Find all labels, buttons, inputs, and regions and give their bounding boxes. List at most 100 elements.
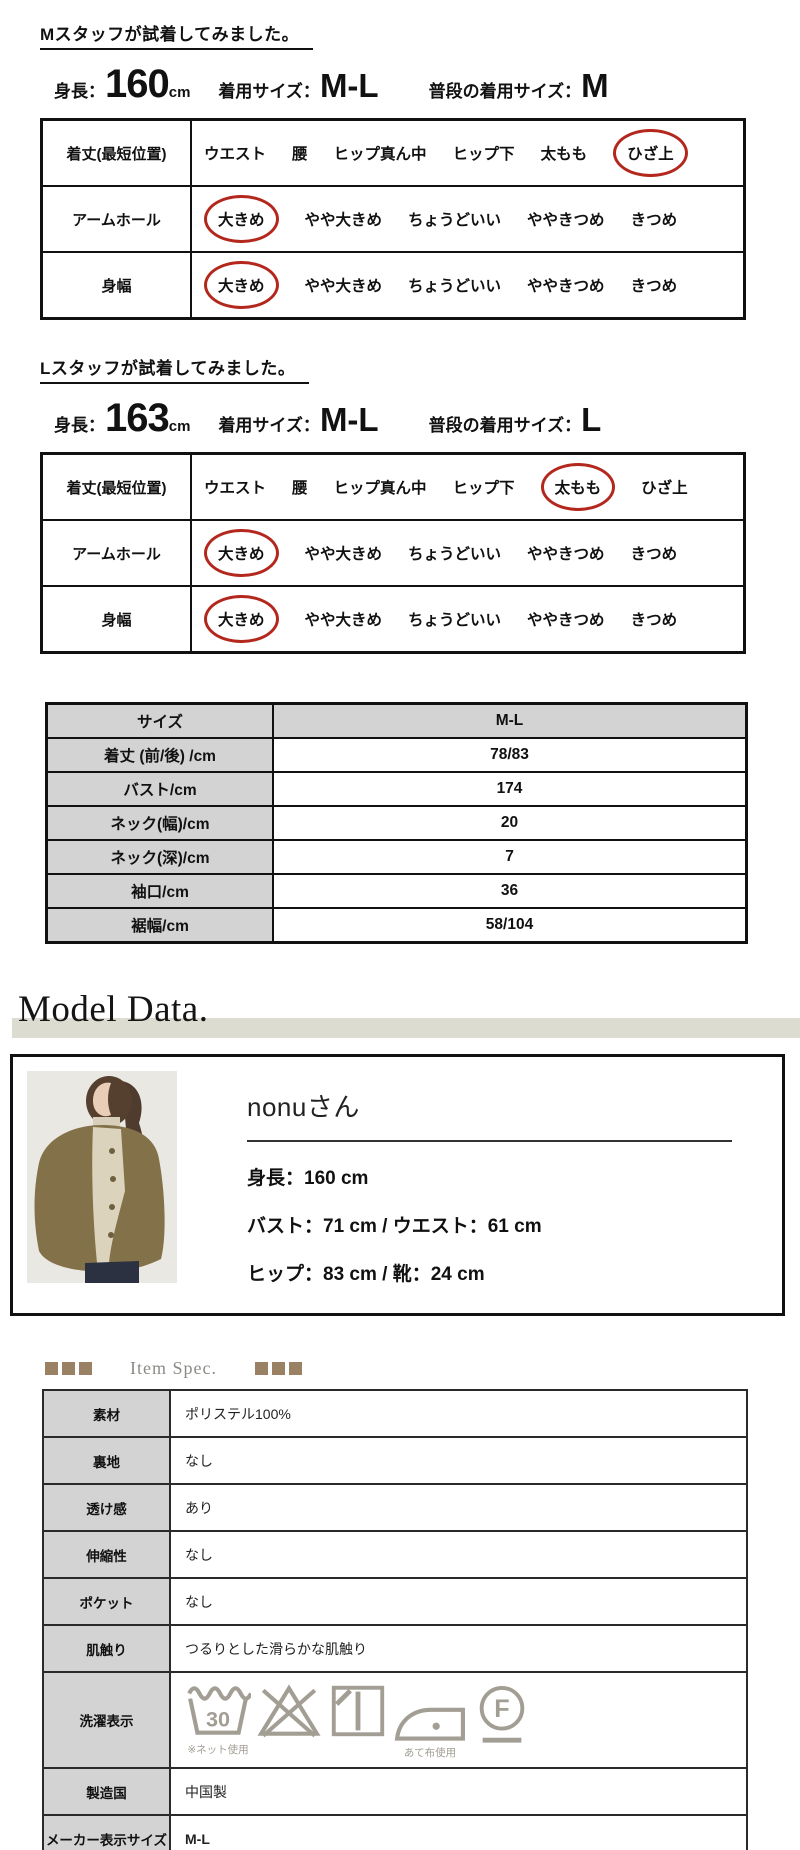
fit-row: アームホール 大きめ やや大きめ ちょうどいい ややきつめ きつめ (40, 519, 746, 587)
spec-row-label: 肌触り (42, 1624, 171, 1673)
height-value: 163 (105, 396, 170, 440)
usual-size-label: 普段の着用サイズ： (428, 416, 582, 435)
size-row: サイズ M-L (45, 702, 748, 739)
fit-option: きつめ (630, 546, 678, 563)
spec-row-label: 伸縮性 (42, 1530, 171, 1579)
fit-option: ヒップ下 (452, 480, 515, 497)
fit-option-selected: 大きめ (204, 195, 279, 243)
spec-row-value: ポリステル100% (169, 1389, 748, 1438)
fit-option: 腰 (292, 480, 308, 497)
svg-text:F: F (494, 1694, 509, 1722)
fit-row-options: 大きめ やや大きめ ちょうどいい ややきつめ きつめ (190, 585, 746, 654)
laundry-note: ※ネット使用 (187, 1743, 249, 1756)
spec-row-label: 素材 (42, 1389, 171, 1438)
fit-row-options: ウエスト 腰 ヒップ真ん中 ヒップ下 太もも ひざ上 (190, 452, 746, 521)
model-hip-shoe: ヒップ：83 cm / 靴：24 cm (247, 1264, 485, 1285)
wear-size-value: M-L (319, 67, 379, 104)
heading-accent-band (12, 1018, 800, 1038)
fit-option: やや大きめ (304, 546, 383, 563)
fit-option-selected: 大きめ (204, 261, 279, 309)
size-row-value: 58/104 (272, 907, 748, 944)
height-unit: cm (168, 418, 191, 435)
spec-row: 肌触り つるりとした滑らかな肌触り (42, 1624, 748, 1673)
squares-left-icon (45, 1362, 92, 1375)
spec-row: 製造国 中国製 (42, 1767, 748, 1816)
spec-row: 透け感 あり (42, 1483, 748, 1532)
fit-option: ちょうどいい (408, 212, 502, 229)
model-data-heading: Model Data. (18, 989, 209, 1030)
spec-row-value: 中国製 (169, 1767, 748, 1816)
spec-row-value: なし (169, 1530, 748, 1579)
fit-option-selected: ひざ上 (613, 129, 688, 177)
spec-row-value: 30 ※ネット使用 あて布使用 F (169, 1671, 748, 1769)
fit-row-label: 身幅 (40, 585, 192, 654)
size-row-label: ネック(深)/cm (45, 839, 274, 875)
fit-option: 太もも (540, 146, 588, 163)
fit-row-options: 大きめ やや大きめ ちょうどいい ややきつめ きつめ (190, 185, 746, 253)
spec-row-label: 製造国 (42, 1767, 171, 1816)
svg-text:30: 30 (206, 1706, 230, 1731)
fit-section-heading: Mスタッフが試着してみました。 (40, 20, 314, 50)
size-row-label: 裾幅/cm (45, 907, 274, 944)
laundry-symbols: 30 ※ネット使用 あて布使用 F (185, 1679, 745, 1762)
usual-size-label: 普段の着用サイズ： (428, 82, 582, 101)
fit-section: Lスタッフが試着してみました。 身長： 163 cm 着用サイズ： M-L 普段の着用サイ… (40, 354, 800, 654)
fit-row-label: 着丈(最短位置) (40, 452, 192, 521)
size-row-value: 36 (272, 873, 748, 909)
size-spec-table: サイズ M-L 着丈 (前/後) /cm 78/83 バスト/cm 174 ネック(幅)/c… (45, 702, 748, 944)
size-row: バスト/cm 174 (45, 771, 748, 807)
model-bust-waist: バスト：71 cm / ウエスト：61 cm (247, 1216, 542, 1237)
fit-option: ややきつめ (527, 612, 605, 629)
size-row-value: 7 (272, 839, 748, 875)
spec-row-label: ポケット (42, 1577, 171, 1626)
fit-option: ちょうどいい (408, 278, 502, 295)
fit-row-options: ウエスト 腰 ヒップ真ん中 ヒップ下 太もも ひざ上 (190, 118, 746, 187)
spec-row-value: つるりとした滑らかな肌触り (169, 1624, 748, 1673)
spec-row-label: 透け感 (42, 1483, 171, 1532)
fit-table: 着丈(最短位置) ウエスト腰ヒップ真ん中 ヒップ下 太もも ひざ上 アームホール 大きめ やや… (40, 118, 746, 320)
fit-row: 着丈(最短位置) ウエスト 腰 ヒップ真ん中 ヒップ下 太もも ひざ上 (40, 118, 746, 187)
fit-option: ややきつめ (527, 546, 605, 563)
fit-option: きつめ (630, 278, 678, 295)
fit-option: ひざ上 (641, 480, 688, 497)
size-row-label: 着丈 (前/後) /cm (45, 737, 274, 773)
height-label: 身長： (54, 82, 105, 101)
fit-option: ヒップ真ん中 (333, 480, 427, 497)
model-name-underline (247, 1140, 732, 1142)
fit-option: ややきつめ (527, 212, 605, 229)
height-label: 身長： (54, 416, 105, 435)
spec-row-value: なし (169, 1436, 748, 1485)
dry-clean-f-icon: F (471, 1684, 533, 1746)
shade-line-dry-icon (327, 1681, 389, 1741)
size-row-value: 78/83 (272, 737, 748, 773)
size-row-label: 袖口/cm (45, 873, 274, 909)
spec-row: 伸縮性 なし (42, 1530, 748, 1579)
size-row: 裾幅/cm 58/104 (45, 907, 748, 944)
size-row-value: 174 (272, 771, 748, 807)
item-spec-title: Item Spec. (130, 1358, 217, 1378)
fit-stats: 身長： 163 cm 着用サイズ： M-L 普段の着用サイズ： L (54, 398, 800, 438)
model-photo (27, 1071, 177, 1283)
spec-row-label: 裏地 (42, 1436, 171, 1485)
fit-row-options: 大きめ やや大きめ ちょうどいい ややきつめ きつめ (190, 251, 746, 320)
spec-row: メーカー表示サイズ M-L (42, 1814, 748, 1850)
size-row-label: バスト/cm (45, 771, 274, 807)
usual-size-value: L (581, 401, 602, 438)
fit-option-selected: 大きめ (204, 529, 279, 577)
fit-option: ヒップ下 (452, 146, 515, 163)
spec-row: 洗濯表示 30 ※ネット使用 あて布使用 F (42, 1671, 748, 1769)
model-data-box: nonuさん 身長：160 cm バスト：71 cm / ウエスト：61 cm … (10, 1054, 785, 1316)
usual-size-value: M (581, 67, 609, 104)
fit-row-options: 大きめ やや大きめ ちょうどいい ややきつめ きつめ (190, 519, 746, 587)
fit-section-heading: Lスタッフが試着してみました。 (40, 354, 310, 384)
fit-section: Mスタッフが試着してみました。 身長： 160 cm 着用サイズ： M-L 普段の着用サイ… (40, 0, 800, 320)
fit-row-label: アームホール (40, 185, 192, 253)
size-row-value: M-L (272, 702, 748, 739)
spec-row-value: なし (169, 1577, 748, 1626)
fit-option: やや大きめ (304, 278, 383, 295)
fit-row: 身幅 大きめ やや大きめ ちょうどいい ややきつめ きつめ (40, 585, 746, 654)
fit-option: ヒップ真ん中 (333, 146, 427, 163)
iron-icon: あて布使用 (394, 1692, 466, 1760)
spec-row: 裏地 なし (42, 1436, 748, 1485)
item-spec-table: 素材 ポリステル100% 裏地 なし 透け感 あり 伸縮性 なし ポケット なし 肌触り つるりとした… (42, 1389, 748, 1850)
